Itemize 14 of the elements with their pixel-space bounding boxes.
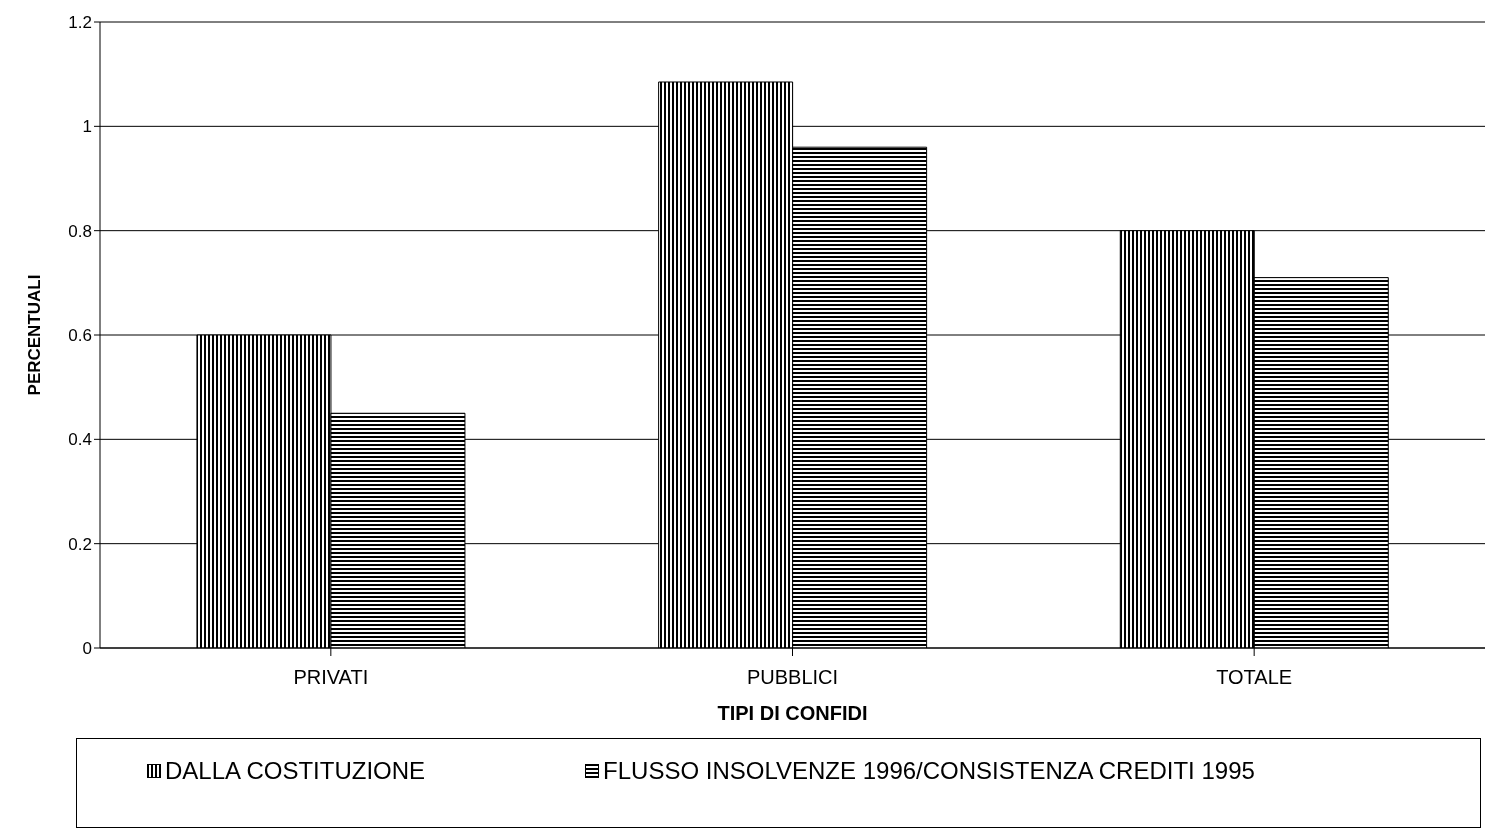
- x-tick-label: PUBBLICI: [746, 666, 839, 689]
- y-tick-label: 1.2: [68, 13, 92, 33]
- legend-label: DALLA COSTITUZIONE: [165, 757, 426, 785]
- y-tick-label: 0.8: [68, 221, 92, 241]
- y-tick-label: 1: [82, 117, 92, 137]
- y-tick-label: 0.6: [68, 326, 92, 346]
- legend-label: FLUSSO INSOLVENZE 1996/CONSISTENZA CREDITI 1995: [603, 757, 1255, 785]
- y-tick-label: 0.4: [68, 430, 92, 450]
- y-tick-label: 0.2: [68, 534, 92, 554]
- y-tick-label: 0: [82, 639, 92, 659]
- x-tick-label: TOTALE: [1216, 666, 1293, 689]
- x-tick-label: PRIVATI: [293, 666, 369, 689]
- x-axis-title: TIPI DI CONFIDI: [717, 702, 868, 724]
- y-axis-title: PERCENTUALI: [25, 274, 45, 396]
